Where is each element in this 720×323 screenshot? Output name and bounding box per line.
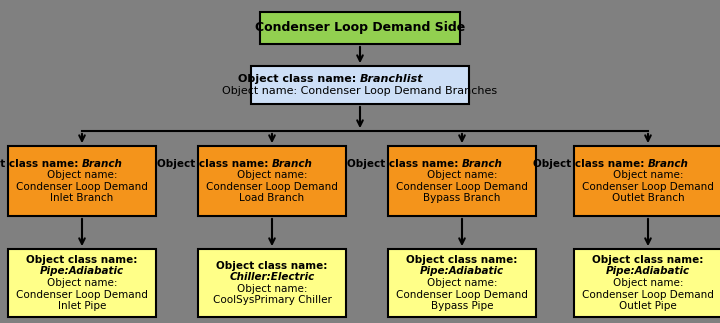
Text: Object class name:: Object class name: xyxy=(216,261,328,271)
Text: Object class name:: Object class name: xyxy=(157,159,272,169)
Bar xyxy=(198,249,346,317)
Text: Object class name:: Object class name: xyxy=(406,255,518,265)
Text: Branch: Branch xyxy=(82,159,123,169)
Text: Object name: Condenser Loop Demand Branches: Object name: Condenser Loop Demand Branc… xyxy=(222,86,498,96)
Text: Branchlist: Branchlist xyxy=(360,74,423,84)
Text: Condenser Loop Demand: Condenser Loop Demand xyxy=(396,289,528,299)
Text: Condenser Loop Demand: Condenser Loop Demand xyxy=(396,182,528,192)
Text: Pipe:Adiabatic: Pipe:Adiabatic xyxy=(40,266,124,276)
Text: Branch: Branch xyxy=(462,159,503,169)
Bar xyxy=(574,249,720,317)
Bar xyxy=(388,249,536,317)
Text: Object class name:: Object class name: xyxy=(238,74,360,84)
Text: Condenser Loop Demand: Condenser Loop Demand xyxy=(206,182,338,192)
Text: Object class name:: Object class name: xyxy=(593,255,703,265)
Text: Bypass Branch: Bypass Branch xyxy=(423,193,500,203)
Text: Pipe:Adiabatic: Pipe:Adiabatic xyxy=(420,266,504,276)
Text: Object name:: Object name: xyxy=(613,278,683,288)
Text: Pipe:Adiabatic: Pipe:Adiabatic xyxy=(606,266,690,276)
Text: Object name:: Object name: xyxy=(613,170,683,180)
Text: Condenser Loop Demand Side: Condenser Loop Demand Side xyxy=(255,22,465,35)
Text: Object name:: Object name: xyxy=(237,170,307,180)
Bar xyxy=(198,146,346,216)
Text: Branch: Branch xyxy=(648,159,689,169)
Text: Branch: Branch xyxy=(272,159,313,169)
Text: Object class name:: Object class name: xyxy=(533,159,648,169)
Text: Condenser Loop Demand: Condenser Loop Demand xyxy=(16,289,148,299)
Bar xyxy=(251,66,469,104)
Text: Object class name:: Object class name: xyxy=(347,159,462,169)
Text: Outlet Pipe: Outlet Pipe xyxy=(619,301,677,311)
Text: Condenser Loop Demand: Condenser Loop Demand xyxy=(16,182,148,192)
Text: Object name:: Object name: xyxy=(427,278,498,288)
Bar xyxy=(574,146,720,216)
Text: Bypass Pipe: Bypass Pipe xyxy=(431,301,493,311)
Text: Object name:: Object name: xyxy=(47,278,117,288)
Text: Load Branch: Load Branch xyxy=(240,193,305,203)
Text: Object name:: Object name: xyxy=(47,170,117,180)
Text: Condenser Loop Demand: Condenser Loop Demand xyxy=(582,182,714,192)
Text: Condenser Loop Demand: Condenser Loop Demand xyxy=(582,289,714,299)
Bar xyxy=(260,12,460,44)
Text: Object class name:: Object class name: xyxy=(0,159,82,169)
Text: Object class name:: Object class name: xyxy=(27,255,138,265)
Text: Inlet Pipe: Inlet Pipe xyxy=(58,301,106,311)
Text: Inlet Branch: Inlet Branch xyxy=(50,193,114,203)
Text: Object name:: Object name: xyxy=(427,170,498,180)
Text: Chiller:Electric: Chiller:Electric xyxy=(230,272,315,282)
Bar xyxy=(388,146,536,216)
Bar xyxy=(8,146,156,216)
Text: Outlet Branch: Outlet Branch xyxy=(612,193,684,203)
Text: CoolSysPrimary Chiller: CoolSysPrimary Chiller xyxy=(212,295,331,305)
Bar xyxy=(8,249,156,317)
Text: Object name:: Object name: xyxy=(237,284,307,294)
